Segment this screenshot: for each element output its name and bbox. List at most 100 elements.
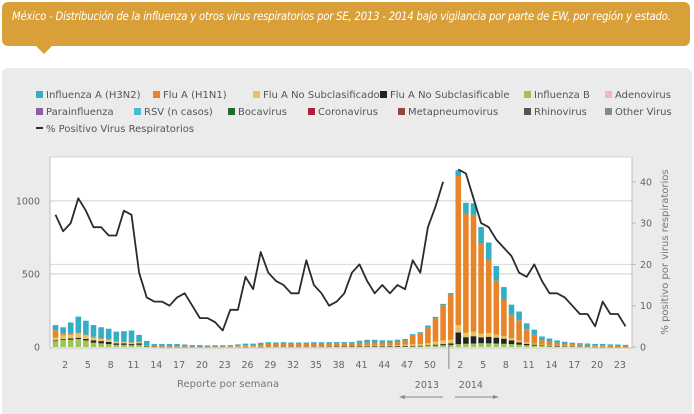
bar-segment bbox=[212, 346, 218, 348]
x-tick-label: 2 bbox=[457, 360, 463, 371]
bar-segment bbox=[523, 343, 530, 346]
bar-segment bbox=[189, 345, 196, 347]
bar-segment bbox=[508, 344, 515, 347]
y2-axis-title: % positivo por virus respiratorios bbox=[660, 169, 671, 334]
y-tick-label: 0 bbox=[34, 343, 40, 354]
bar-segment bbox=[242, 345, 249, 347]
bar-segment bbox=[75, 316, 82, 333]
bar-segment bbox=[417, 345, 424, 347]
bar-segment bbox=[561, 341, 568, 344]
bar-segment bbox=[577, 346, 583, 347]
bar-segment bbox=[531, 334, 538, 344]
legend-swatch bbox=[228, 108, 235, 115]
bar-segment bbox=[265, 342, 272, 344]
bar-segment bbox=[546, 345, 553, 346]
bar-segment bbox=[105, 328, 112, 339]
bar-segment bbox=[197, 346, 203, 348]
bar-segment bbox=[447, 293, 454, 295]
bar-segment bbox=[151, 345, 158, 347]
bar-segment bbox=[136, 342, 142, 344]
year-labels: 2013 2014 bbox=[398, 380, 499, 399]
bar-segment bbox=[478, 337, 484, 344]
bar-segment bbox=[113, 331, 120, 342]
bar-segment bbox=[227, 346, 234, 347]
bar-segment bbox=[485, 333, 492, 337]
bar-segment bbox=[356, 345, 363, 347]
bar-segment bbox=[143, 345, 150, 347]
bar-segment bbox=[508, 304, 515, 315]
bar-segment bbox=[90, 340, 97, 343]
bar-segment bbox=[90, 336, 97, 338]
x-axis-title: Reporte por semana bbox=[177, 379, 279, 390]
bar-segment bbox=[387, 346, 393, 347]
bar-segment bbox=[90, 337, 97, 341]
bar-segment bbox=[341, 346, 348, 348]
bar-segment bbox=[607, 346, 614, 347]
bar-segment bbox=[622, 344, 629, 346]
x-tick-label: 20 bbox=[196, 360, 208, 371]
bar-segment bbox=[523, 323, 530, 330]
bar-segment bbox=[577, 344, 583, 347]
bar-segment bbox=[516, 344, 522, 347]
bar-segment bbox=[197, 345, 203, 347]
bar-segment bbox=[280, 342, 287, 344]
bar-segment bbox=[98, 343, 104, 347]
bar-segment bbox=[273, 342, 279, 344]
bar-segment bbox=[447, 344, 454, 347]
bar-segment bbox=[318, 346, 325, 347]
bar-segment bbox=[493, 337, 500, 344]
bar-segment bbox=[440, 345, 446, 347]
bar-segment bbox=[485, 242, 492, 261]
bar-segment bbox=[204, 346, 211, 348]
bar-segment bbox=[470, 214, 477, 332]
bar-segment bbox=[333, 345, 340, 347]
bar-segment bbox=[90, 325, 97, 337]
bar-segment bbox=[83, 320, 89, 335]
bar-segment bbox=[539, 340, 545, 345]
bar-segment bbox=[531, 343, 538, 345]
x-tick-label: 8 bbox=[108, 360, 114, 371]
bar-segment bbox=[447, 339, 454, 344]
bar-segment bbox=[295, 346, 302, 347]
bar-segment bbox=[166, 346, 173, 347]
bar-segment bbox=[356, 342, 363, 346]
bar-segment bbox=[143, 345, 150, 346]
bar-segment bbox=[592, 345, 598, 347]
bar-segment bbox=[121, 331, 127, 342]
bar-segment bbox=[409, 344, 416, 346]
bar-segment bbox=[584, 344, 591, 347]
bar-segment bbox=[189, 346, 196, 348]
x-tick-label: 20 bbox=[591, 360, 603, 371]
bar-segment bbox=[356, 340, 363, 343]
bar-segment bbox=[288, 342, 294, 344]
bar-segment bbox=[387, 342, 393, 346]
bar-segment bbox=[622, 345, 629, 347]
bar-segment bbox=[501, 338, 507, 344]
bar-segment bbox=[333, 346, 340, 348]
bar-segment bbox=[52, 330, 59, 338]
bar-segment bbox=[52, 340, 59, 342]
bar-segment bbox=[136, 343, 142, 345]
bar-segment bbox=[394, 345, 401, 347]
bar-segment bbox=[235, 344, 241, 346]
bar-segment bbox=[539, 344, 545, 346]
bar-segment bbox=[425, 326, 431, 344]
bar-segment bbox=[470, 336, 477, 344]
bar-segment bbox=[128, 342, 135, 345]
bar-segment bbox=[311, 343, 317, 347]
legend-label: Influenza A (H3N2) bbox=[46, 90, 141, 101]
bar-segment bbox=[493, 343, 500, 347]
bar-segment bbox=[425, 345, 431, 347]
x-tick-label: 11 bbox=[127, 360, 139, 371]
bar-segment bbox=[318, 343, 325, 347]
bar-segment bbox=[607, 344, 614, 346]
bar-segment bbox=[121, 342, 127, 344]
bar-segment bbox=[128, 345, 135, 347]
bar-segment bbox=[523, 329, 530, 343]
bar-segment bbox=[349, 343, 355, 346]
bar-segment bbox=[235, 345, 241, 347]
legend-swatch bbox=[308, 108, 315, 115]
legend-swatch bbox=[36, 108, 43, 115]
legend-label: Metapneumovirus bbox=[408, 107, 498, 118]
bar-segment bbox=[417, 343, 424, 346]
